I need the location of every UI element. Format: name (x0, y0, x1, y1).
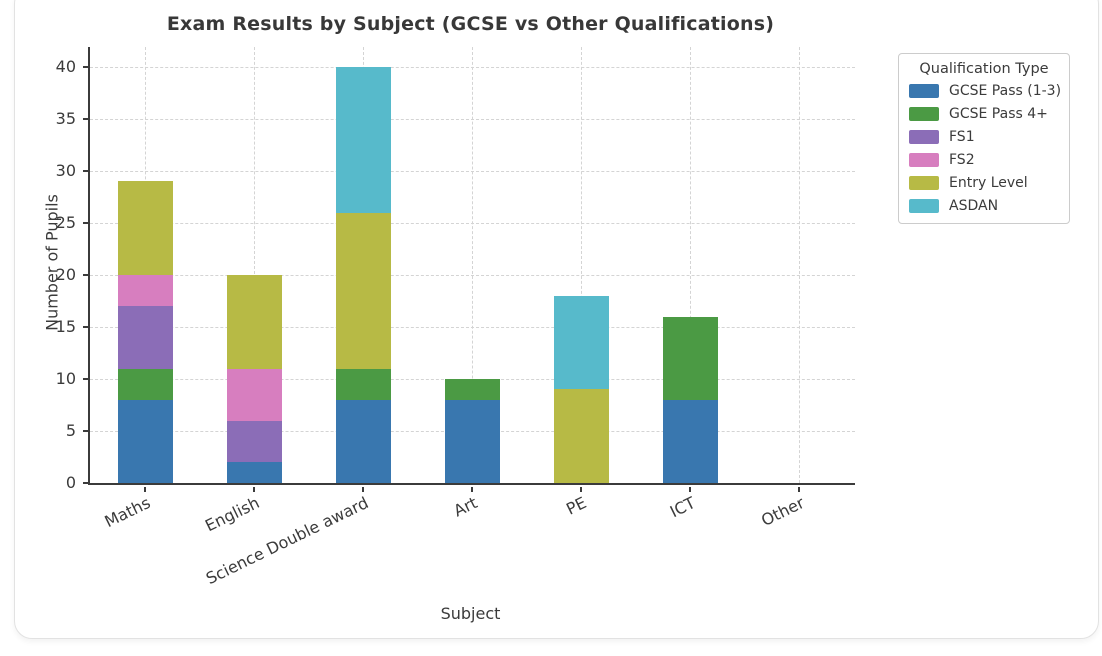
y-tick-label: 5 (65, 421, 76, 440)
y-tick-label: 25 (55, 213, 76, 232)
legend-swatch (909, 84, 939, 98)
legend-item: GCSE Pass (1-3) (909, 83, 1062, 99)
x-gridline (254, 47, 255, 483)
bar-segment (553, 389, 609, 483)
x-tick-mark (253, 487, 255, 492)
bar-segment (662, 399, 718, 483)
bar-segment (117, 181, 173, 275)
legend: Qualification Type GCSE Pass (1-3) GCSE P… (898, 53, 1070, 224)
y-gridline (90, 171, 855, 172)
plot-area: Maths English Science Double award Art PE ICT… (56, 47, 855, 588)
legend-item: FS2 (909, 152, 1059, 168)
legend-item: GCSE Pass 4+ (909, 106, 1059, 122)
y-tick-mark (83, 326, 88, 328)
y-tick-mark (83, 118, 88, 120)
bar-segment (662, 316, 718, 400)
bar-segment (553, 295, 609, 390)
y-tick-label: 20 (55, 265, 76, 284)
bar-segment (226, 275, 282, 369)
legend-item: Entry Level (909, 175, 1059, 191)
y-tick-label: 15 (55, 317, 76, 336)
legend-swatch (909, 153, 939, 167)
y-gridline (90, 327, 855, 328)
bar-segment (444, 399, 500, 483)
bar-segment (335, 212, 391, 369)
x-tick-mark (471, 487, 473, 492)
legend-item: ASDAN (909, 198, 1059, 214)
legend-swatch (909, 107, 939, 121)
y-gridline (90, 223, 855, 224)
y-gridline (90, 119, 855, 120)
bar-segment (335, 399, 391, 483)
legend-title: Qualification Type (919, 61, 1049, 77)
x-gridline (690, 47, 691, 483)
x-tick-mark (689, 487, 691, 492)
legend-item: FS1 (909, 129, 1059, 145)
y-gridline (90, 67, 855, 68)
x-axis-title: Subject (440, 604, 501, 623)
y-tick-mark (83, 66, 88, 68)
chart-title: Exam Results by Subject (GCSE vs Other Q… (166, 13, 775, 35)
bar-segment (444, 379, 500, 400)
legend-swatch (909, 199, 939, 213)
bar-segment (117, 275, 173, 307)
bar-segment (117, 368, 173, 400)
y-tick-mark (83, 430, 88, 432)
bar-segment (226, 420, 282, 463)
y-tick-mark (83, 222, 88, 224)
x-gridline (799, 47, 800, 483)
legend-item-label: ASDAN (949, 198, 999, 214)
bar-segment (226, 462, 282, 483)
y-tick-label: 40 (55, 57, 76, 76)
bar-segment (226, 368, 282, 421)
y-gridline (90, 275, 855, 276)
y-tick-label: 30 (55, 161, 76, 180)
y-tick-mark (83, 170, 88, 172)
y-tick-mark (83, 378, 88, 380)
legend-item-label: GCSE Pass (1-3) (949, 83, 1062, 99)
x-gridline (472, 47, 473, 483)
x-gridline (581, 47, 582, 483)
x-tick-mark (144, 487, 146, 492)
legend-swatch (909, 130, 939, 144)
x-tick-mark (580, 487, 582, 492)
legend-item-label: FS1 (949, 129, 975, 145)
legend-item-label: FS2 (949, 152, 975, 168)
y-tick-label: 35 (55, 109, 76, 128)
bar-segment (117, 306, 173, 369)
x-tick-mark (798, 487, 800, 492)
bar-segment (335, 67, 391, 213)
legend-item-label: Entry Level (949, 175, 1028, 191)
legend-item-label: GCSE Pass 4+ (949, 106, 1048, 122)
legend-swatch (909, 176, 939, 190)
bar-segment (335, 368, 391, 400)
y-tick-mark (83, 274, 88, 276)
y-tick-label: 0 (65, 473, 76, 492)
y-tick-label: 10 (55, 369, 76, 388)
y-tick-mark (83, 482, 88, 484)
bar-segment (117, 399, 173, 483)
legend-items: GCSE Pass (1-3) GCSE Pass 4+ FS1 FS2 Entry L… (909, 83, 1062, 214)
x-tick-mark (362, 487, 364, 492)
